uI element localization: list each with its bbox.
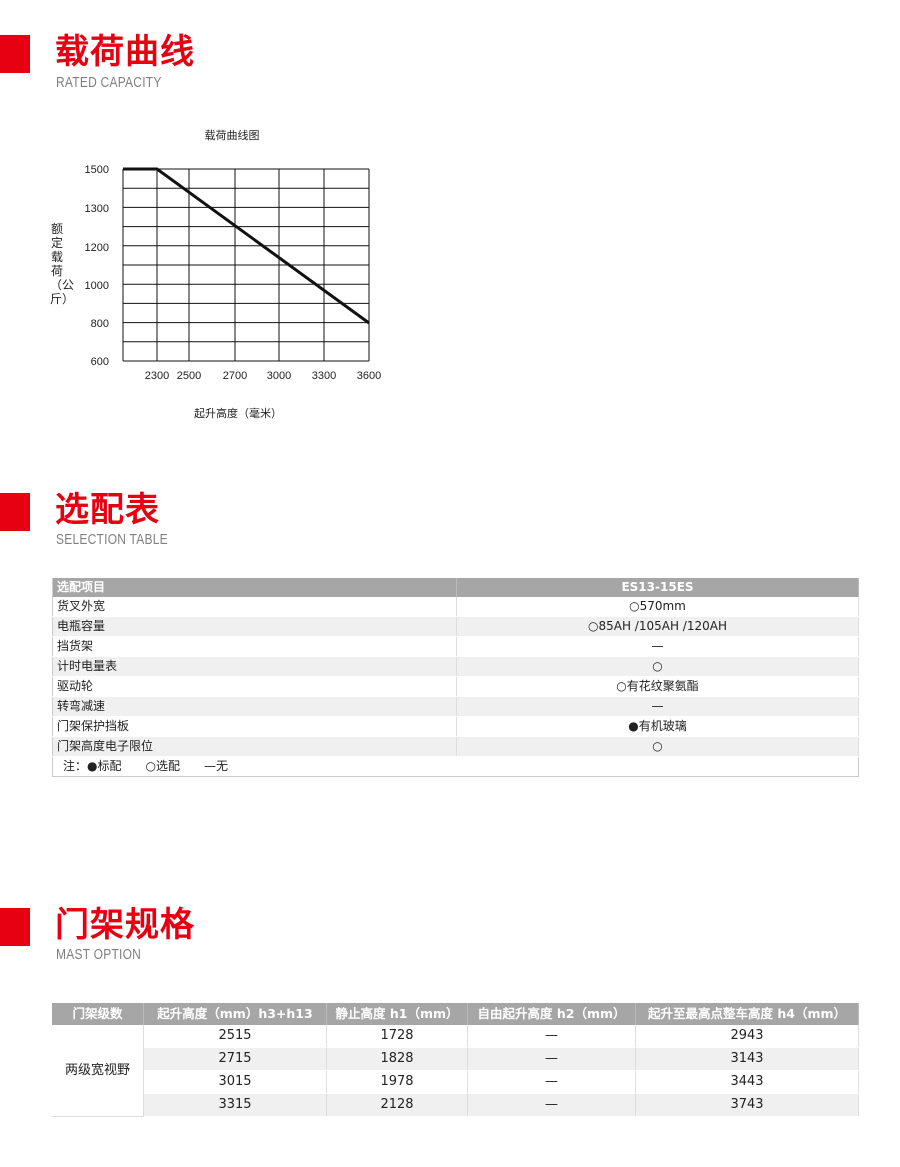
table-row: 电瓶容量 ○85AH /105AH /120AH	[52, 616, 859, 637]
section-title-selection: 选配表	[55, 490, 160, 530]
option-value: ○85AH /105AH /120AH	[456, 616, 859, 637]
table-cell: —	[467, 1093, 636, 1117]
option-item: 挡货架	[52, 636, 457, 657]
header-cell: 自由起升高度 h2（mm）	[467, 1003, 636, 1025]
table-row: 3015 1978—3443	[52, 1070, 859, 1094]
section-title-mast: 门架规格	[55, 905, 195, 945]
table-row: 货叉外宽 ○570mm	[52, 597, 859, 617]
option-value: ○570mm	[456, 597, 859, 617]
y-tick-label: 1300	[85, 203, 109, 215]
y-tick-label: 800	[91, 318, 109, 330]
table-cell: —	[467, 1070, 636, 1094]
capacity-line	[123, 167, 370, 325]
option-item: 驱动轮	[52, 676, 457, 697]
table-row: 驱动轮 ○有花纹聚氨酯	[52, 676, 859, 697]
y-axis-label: 额定载荷（公斤）	[50, 222, 75, 306]
table-row: 两级宽视野 2515 1728—2943	[52, 1025, 859, 1117]
option-value: ○	[456, 656, 859, 677]
option-item: 门架高度电子限位	[52, 736, 457, 757]
y-tick-label: 1500	[85, 164, 109, 176]
table-cell: 3143	[635, 1047, 859, 1071]
y-axis-ticks: 1500 1300 1200 1000 800 600	[85, 164, 109, 368]
table-cell: 1978	[326, 1070, 468, 1094]
option-item: 货叉外宽	[52, 597, 457, 617]
option-value: ○有花纹聚氨酯	[456, 676, 859, 697]
table-cell: 2128	[326, 1093, 468, 1117]
table-cell: 1728	[326, 1025, 468, 1048]
mast-type: 两级宽视野	[52, 1025, 144, 1117]
y-tick-label: 1000	[85, 280, 109, 292]
option-value: ●有机玻璃	[456, 716, 859, 737]
x-axis-label: 起升高度（毫米）	[194, 406, 282, 420]
selection-table: 选配项目 ES13-15ES 货叉外宽 ○570mm 电瓶容量 ○85AH /10…	[52, 578, 859, 777]
header-cell: ES13-15ES	[456, 578, 859, 597]
capacity-chart: 载荷曲线图 2300 2500 2700 3000 3300 3600 150013001…	[85, 128, 382, 420]
option-item: 转弯减速	[52, 696, 457, 717]
x-tick-label: 2500	[177, 370, 201, 382]
chart-grid	[122, 168, 370, 362]
section-marker	[0, 35, 30, 73]
y-tick-label: 1200	[85, 242, 109, 254]
section-title-capacity: 载荷曲线	[55, 32, 195, 72]
option-item: 计时电量表	[52, 656, 457, 677]
table-cell: —	[467, 1025, 636, 1048]
table-cell: 2943	[635, 1025, 859, 1048]
header-cell: 起升至最高点整车高度 h4（mm）	[635, 1003, 859, 1025]
mast-table: 门架级数 起升高度（mm）h3+h13 静止高度 h1（mm） 自由起升高度 h…	[52, 1003, 859, 1117]
x-axis-ticks: 2300 2500 2700 3000 3300 3600	[145, 370, 381, 382]
header-cell: 门架级数	[52, 1003, 144, 1025]
table-cell: 3315	[143, 1093, 327, 1117]
table-row: 门架保护挡板 ●有机玻璃	[52, 716, 859, 737]
option-item: 电瓶容量	[52, 616, 457, 637]
option-item: 门架保护挡板	[52, 716, 457, 737]
table-row: 门架高度电子限位 ○	[52, 736, 859, 757]
chart-title: 载荷曲线图	[205, 128, 260, 142]
y-tick-label: 600	[91, 356, 109, 368]
table-cell: —	[467, 1047, 636, 1071]
header-cell: 起升高度（mm）h3+h13	[143, 1003, 327, 1025]
table-cell: 3015	[143, 1070, 327, 1094]
option-value: ○	[456, 736, 859, 757]
option-value: —	[456, 696, 859, 717]
section-subtitle-mast: MAST OPTION	[56, 946, 142, 963]
header-cell: 静止高度 h1（mm）	[326, 1003, 468, 1025]
legend-row: 注：●标配 ○选配 —无	[52, 756, 859, 777]
x-tick-label: 2300	[145, 370, 169, 382]
header-cell: 选配项目	[52, 578, 457, 597]
table-row: 计时电量表 ○	[52, 656, 859, 677]
section-subtitle-capacity: RATED CAPACITY	[56, 74, 162, 91]
section-marker	[0, 493, 30, 531]
table-row: 3315 2128—3743	[52, 1093, 859, 1117]
section-subtitle-selection: SELECTION TABLE	[56, 531, 168, 548]
section-marker	[0, 908, 30, 946]
table-cell: 1828	[326, 1047, 468, 1071]
table-cell: 3743	[635, 1093, 859, 1117]
x-tick-label: 3000	[267, 370, 291, 382]
legend-note: 注：●标配 ○选配 —无	[52, 756, 859, 777]
table-row: 挡货架 —	[52, 636, 859, 657]
x-tick-label: 2700	[223, 370, 247, 382]
x-tick-label: 3300	[312, 370, 336, 382]
option-value: —	[456, 636, 859, 657]
table-cell: 3443	[635, 1070, 859, 1094]
table-cell: 2515	[143, 1025, 327, 1048]
table-row: 转弯减速 —	[52, 696, 859, 717]
x-tick-label: 3600	[357, 370, 381, 382]
table-cell: 2715	[143, 1047, 327, 1071]
table-row: 2715 1828—3143	[52, 1047, 859, 1071]
